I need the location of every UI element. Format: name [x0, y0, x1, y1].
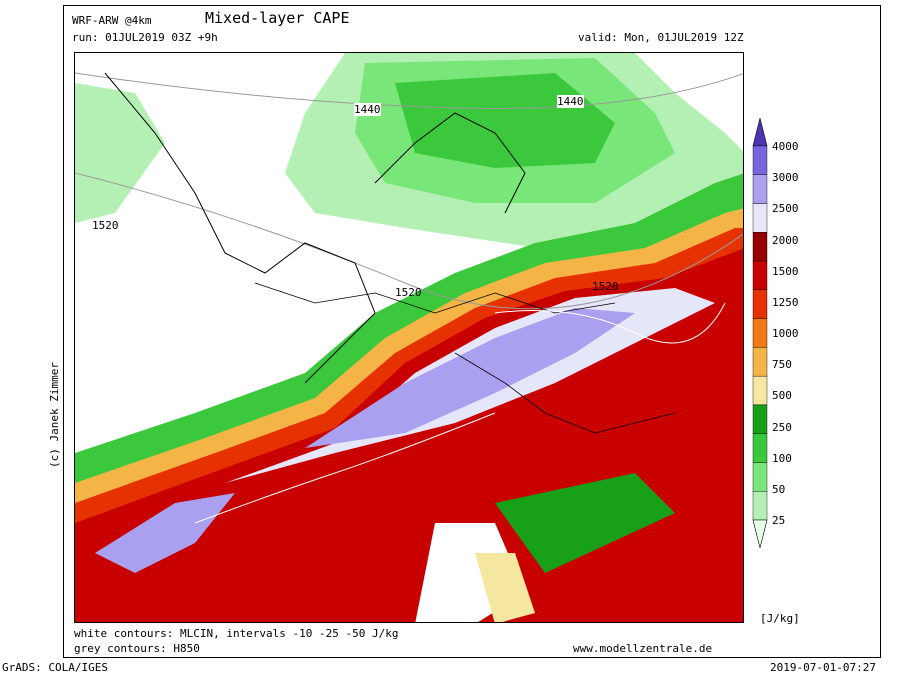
- legend-color-box: [752, 462, 768, 492]
- contour-label-1440-b: 1440: [557, 95, 584, 108]
- cape-field: [75, 53, 743, 622]
- cape-500-south: [495, 473, 675, 573]
- legend-level-label: 50: [772, 482, 786, 496]
- legend-level-label: 750: [772, 358, 792, 372]
- cape-3000-south-west: [95, 493, 235, 573]
- model-label: WRF-ARW @4km: [72, 14, 152, 27]
- legend-color-box: [752, 145, 768, 175]
- credit-label: (c) Janek Zimmer: [48, 362, 61, 468]
- legend-color-box: [752, 318, 768, 348]
- figure-frame: [63, 5, 881, 658]
- country-border-2: [454, 352, 676, 434]
- legend-color-box: [752, 289, 768, 319]
- legend-top-arrow: [752, 118, 768, 147]
- legend-level-label: 1000: [772, 327, 799, 340]
- h850-contour-1440: [75, 72, 743, 110]
- timestamp-label: 2019-07-01-07:27: [770, 661, 876, 674]
- legend-color-box: [752, 375, 768, 406]
- legend-bottom-arrow: [752, 519, 768, 548]
- legend-level-label: 1250: [772, 295, 799, 309]
- website-label: www.modellzentrale.de: [573, 642, 713, 655]
- cape-3000-core: [305, 308, 635, 448]
- legend-color-box: [752, 404, 768, 434]
- contour-label-1520-b: 1520: [395, 286, 422, 299]
- legend-color-box: [752, 347, 768, 377]
- legend-level-label: 4000: [772, 140, 799, 153]
- mlcin-contour-1: [194, 412, 496, 524]
- legend-level-label: 25: [772, 514, 786, 527]
- legend-color-box: [752, 433, 768, 463]
- coastline-west: [104, 72, 376, 384]
- legend-color-box: [752, 174, 768, 204]
- legend-level-label: 2000: [772, 233, 799, 247]
- contour-label-1520-c: 1520: [592, 280, 619, 293]
- mlcin-contour-2: [494, 302, 726, 344]
- cape-map: 1440 1440 1520 1520 1520: [74, 52, 744, 623]
- grey-contours-note: grey contours: H850: [74, 642, 200, 655]
- legend-level-label: 250: [772, 420, 792, 434]
- coastline-north: [374, 112, 526, 214]
- legend-level-label: 2500: [772, 202, 799, 216]
- legend-color-box: [752, 260, 768, 291]
- contour-label-1440-a: 1440: [354, 103, 381, 116]
- legend-unit: [J/kg]: [760, 612, 800, 625]
- legend-level-label: 1500: [772, 264, 799, 278]
- legend-color-box: [752, 203, 768, 233]
- contour-label-1520-a: 1520: [92, 219, 119, 232]
- cape-750-coast: [475, 553, 535, 622]
- legend-level-label: 3000: [772, 171, 799, 185]
- legend-color-box: [752, 491, 768, 521]
- run-label: run: 01JUL2019 03Z +9h: [72, 31, 218, 44]
- legend-level-label: 100: [772, 451, 792, 465]
- chart-title: Mixed-layer CAPE: [205, 9, 350, 27]
- white-contours-note: white contours: MLCIN, intervals -10 -25…: [74, 627, 399, 640]
- grads-label: GrADS: COLA/IGES: [2, 661, 108, 674]
- cape-25-area-west: [75, 83, 165, 223]
- h850-contour-1520: [75, 172, 743, 310]
- legend-level-label: 500: [772, 389, 792, 403]
- country-border-1: [254, 282, 616, 314]
- color-legend: [752, 118, 768, 548]
- legend-color-box: [752, 232, 768, 262]
- valid-label: valid: Mon, 01JUL2019 12Z: [578, 31, 744, 44]
